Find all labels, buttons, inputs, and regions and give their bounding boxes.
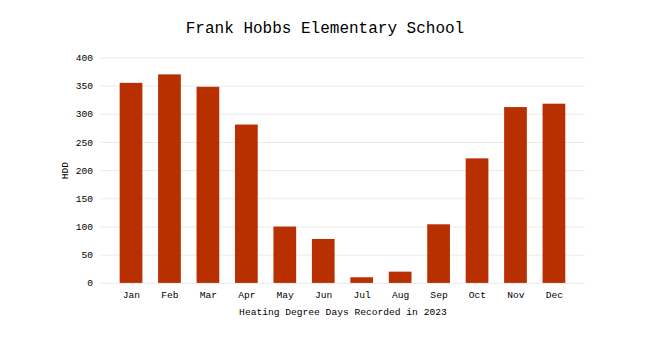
svg-text:Nov: Nov bbox=[507, 290, 525, 301]
svg-text:150: 150 bbox=[76, 194, 94, 205]
svg-text:50: 50 bbox=[81, 250, 93, 261]
svg-text:Dec: Dec bbox=[546, 290, 564, 301]
svg-text:Aug: Aug bbox=[392, 290, 409, 301]
svg-text:0: 0 bbox=[87, 278, 93, 289]
svg-text:Feb: Feb bbox=[161, 290, 179, 301]
svg-text:Jul: Jul bbox=[353, 290, 371, 301]
svg-text:HDD: HDD bbox=[60, 162, 71, 180]
svg-text:200: 200 bbox=[76, 166, 94, 177]
html-text:Frank Hobbs Elementary School: Frank Hobbs Elementary School bbox=[185, 20, 465, 38]
svg-text:Jan: Jan bbox=[123, 290, 140, 301]
svg-text:Mar: Mar bbox=[200, 290, 217, 301]
svg-text:Apr: Apr bbox=[238, 290, 255, 301]
svg-text:Heating Degree Days Recorded i: Heating Degree Days Recorded in 2023 bbox=[239, 307, 447, 318]
svg-text:Jun: Jun bbox=[315, 290, 332, 301]
svg-text:400: 400 bbox=[76, 53, 94, 64]
svg-text:300: 300 bbox=[76, 109, 94, 120]
svg-text:May: May bbox=[277, 290, 295, 301]
svg-text:250: 250 bbox=[76, 138, 94, 149]
svg-text:Sep: Sep bbox=[430, 290, 448, 301]
svg-text:100: 100 bbox=[76, 222, 94, 233]
svg-text:Oct: Oct bbox=[469, 290, 486, 301]
svg-text:350: 350 bbox=[76, 81, 94, 92]
